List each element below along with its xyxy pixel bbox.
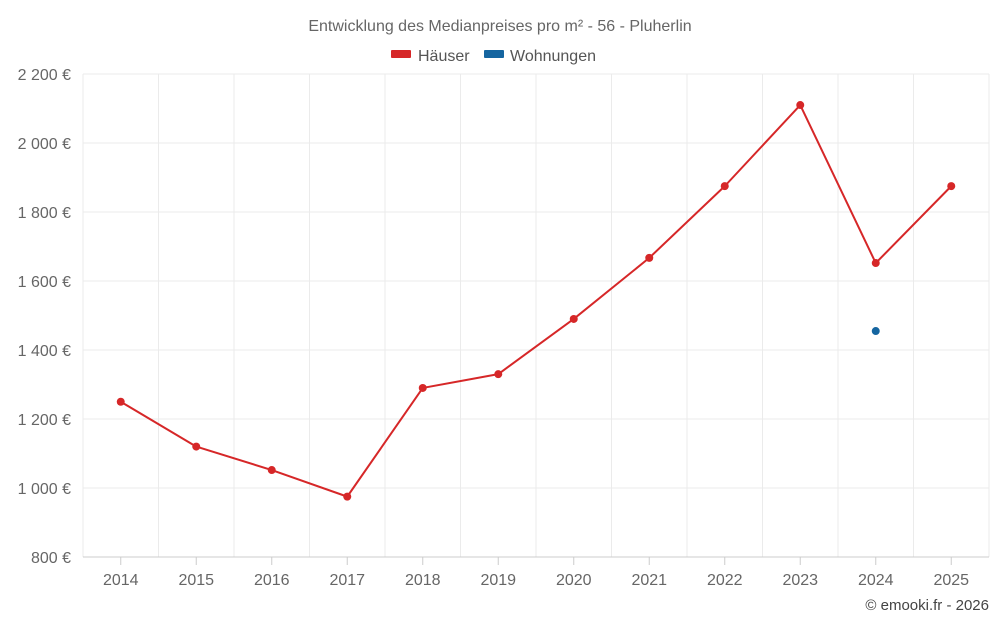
data-point-haeuser[interactable] [343,492,352,501]
data-point-wohnungen[interactable] [871,327,880,336]
data-point-haeuser[interactable] [720,182,729,191]
data-point-haeuser[interactable] [645,253,654,262]
y-tick-label: 1 600 € [18,274,71,291]
x-tick-label: 2020 [556,572,592,589]
y-tick-label: 1 800 € [18,205,71,222]
x-tick-label: 2016 [254,572,290,589]
x-tick-label: 2018 [405,572,441,589]
x-tick-label: 2024 [858,572,894,589]
credit-text: © emooki.fr - 2026 [865,597,989,614]
legend-label-haeuser: Häuser [418,48,470,65]
x-tick-label: 2023 [782,572,818,589]
x-tick-label: 2022 [707,572,743,589]
chart-title: Entwicklung des Medianpreises pro m² - 5… [308,18,691,35]
data-point-haeuser[interactable] [494,370,503,379]
legend-item-haeuser[interactable]: Häuser [391,48,470,65]
data-point-haeuser[interactable] [569,314,578,323]
data-point-haeuser[interactable] [267,466,276,475]
data-point-haeuser[interactable] [871,259,880,268]
legend: Häuser Wohnungen [391,48,596,65]
x-tick-label: 2019 [480,572,516,589]
x-tick-label: 2015 [178,572,214,589]
data-point-haeuser[interactable] [418,383,427,392]
data-point-haeuser[interactable] [192,442,201,451]
axes: 800 € 1 000 € 1 200 € 1 400 € 1 600 € 1 800 €… [18,67,989,589]
legend-label-wohnungen: Wohnungen [510,48,596,65]
x-tick-label: 2014 [103,572,139,589]
y-tick-label: 2 000 € [18,136,71,153]
series [116,101,956,501]
y-tick-label: 1 400 € [18,343,71,360]
x-tick-label: 2017 [329,572,365,589]
y-tick-label: 1 200 € [18,412,71,429]
y-tick-label: 2 200 € [18,67,71,84]
data-point-haeuser[interactable] [116,397,125,406]
grid [82,73,990,558]
y-tick-label: 1 000 € [18,481,71,498]
legend-swatch-wohnungen [484,50,504,58]
data-point-haeuser[interactable] [796,101,805,110]
y-tick-label: 800 € [31,550,71,567]
legend-item-wohnungen[interactable]: Wohnungen [484,48,596,65]
x-tick-label: 2025 [933,572,969,589]
legend-swatch-haeuser [391,50,411,58]
series-line-haeuser [120,104,952,498]
data-point-haeuser[interactable] [947,182,956,191]
x-tick-label: 2021 [631,572,667,589]
